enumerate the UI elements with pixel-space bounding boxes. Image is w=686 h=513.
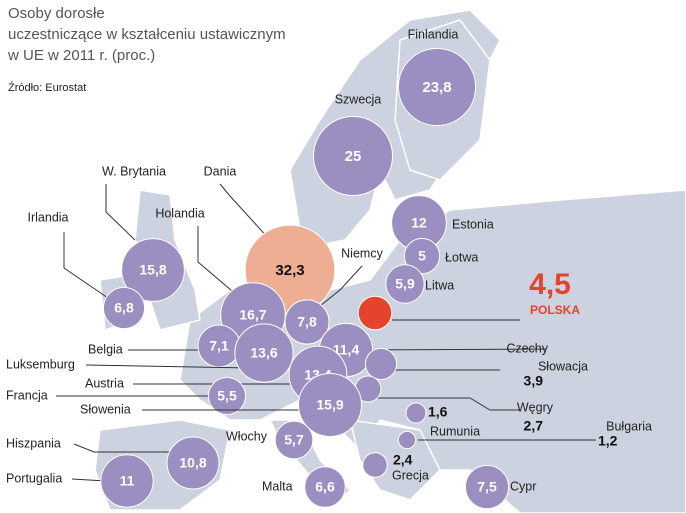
bubble [274,420,314,460]
country-name: Holandia [155,206,204,220]
bubble [166,436,220,490]
bubble [207,376,247,416]
bubble [364,347,398,381]
balkans [349,419,441,501]
source: Źródło: Eurostat [8,81,86,94]
bubble [100,454,154,508]
country-name: Cypr [510,479,536,493]
country-name: Estonia [452,217,494,231]
value-label: 6,8 [114,300,134,316]
country-name: Francja [6,388,48,402]
country-name: POLSKA [530,303,580,317]
bubble [403,237,441,275]
country-name: Łotwa [445,250,478,264]
country-name: Dania [204,164,237,178]
country-name: Rumunia [430,424,480,438]
country-name: Grecja [392,468,429,482]
value-label: 1,6 [428,404,448,420]
value-label: 4,5 [529,268,571,301]
title-line: uczestniczące w kształceniu ustawicznym [8,26,286,43]
value-label: 5 [418,248,426,264]
country-name: W. Brytania [102,164,166,178]
leader-line [105,184,136,241]
country-name: Hiszpania [6,436,61,450]
value-label: 10,8 [179,455,206,471]
value-label: 13,6 [250,345,277,361]
leader-line [63,232,109,299]
value-label: 5,7 [284,432,304,448]
value-label: 11 [120,473,135,489]
value-label: 2,7 [524,418,544,434]
country-name: Włochy [226,429,268,443]
value-label: 2,4 [393,452,413,468]
country-name: Szwecja [335,92,382,106]
bubble [385,264,425,304]
value-label: 7,5 [477,479,497,495]
bubble [357,295,393,331]
bubble [234,323,294,383]
country-name: Bułgaria [606,419,652,433]
bubble [284,299,330,345]
country-name: Litwa [425,278,454,292]
bubble [102,286,146,330]
country-name: Luksemburg [6,357,75,371]
leader-line [376,397,520,411]
value-label: 7,1 [209,338,229,354]
value-label: 5,5 [217,388,237,404]
leader-line [219,183,271,241]
bubble [397,430,417,450]
leader-line [197,226,239,297]
country-name: Słowacja [538,359,588,373]
bubble [304,466,346,508]
value-label: 16,7 [239,307,266,323]
country-name: Irlandia [28,210,69,224]
leader-line [367,348,547,351]
title-line: Osoby dorosłe [8,5,105,22]
bubble [464,464,510,510]
country-name: Finlandia [408,27,459,41]
value-label: 15,8 [139,262,166,278]
value-label: 25 [345,148,362,165]
value-label: 6,6 [315,479,335,495]
bubble [405,402,427,424]
value-label: 23,8 [422,79,451,96]
title-line: w UE w 2011 r. (proc.) [7,47,155,64]
bubble [397,47,477,127]
bubble [362,452,388,478]
country-name: Czechy [506,341,548,355]
continent [179,189,686,513]
country-name: Niemcy [341,246,383,260]
value-label: 3,9 [524,373,544,389]
bubble [313,116,393,196]
country-name: Słowenia [80,402,131,416]
country-name: Malta [262,479,293,493]
bubble [121,238,185,302]
value-label: 32,3 [275,262,304,279]
value-label: 15,9 [316,397,343,413]
value-label: 11,4 [333,342,360,358]
value-label: 12 [411,215,427,231]
country-name: Belgia [88,342,123,356]
value-label: 1,2 [598,433,618,449]
leader-line [319,265,363,307]
value-label: 5,9 [395,276,415,292]
leader-line [73,443,172,453]
value-label: 7,8 [297,314,317,330]
leader-line [85,364,251,369]
bubble [297,372,363,438]
country-name: Austria [85,376,124,390]
country-name: Węgry [517,400,554,414]
country-name: Portugalia [6,471,62,485]
